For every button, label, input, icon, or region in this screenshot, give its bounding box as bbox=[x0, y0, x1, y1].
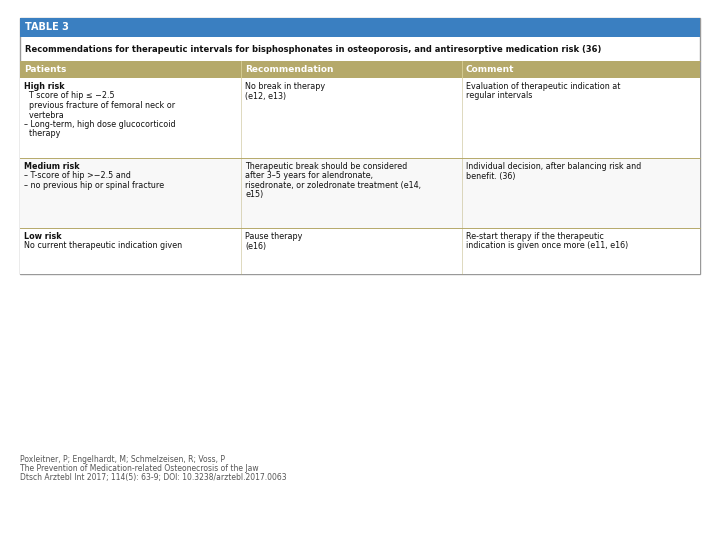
Text: vertebra: vertebra bbox=[24, 111, 64, 119]
Text: (e16): (e16) bbox=[245, 241, 266, 251]
Text: Recommendation: Recommendation bbox=[245, 65, 333, 74]
Bar bbox=[20, 18, 700, 274]
Text: (e12, e13): (e12, e13) bbox=[245, 91, 286, 100]
Text: Therapeutic break should be considered: Therapeutic break should be considered bbox=[245, 162, 408, 171]
Text: – Long-term, high dose glucocorticoid: – Long-term, high dose glucocorticoid bbox=[24, 120, 176, 129]
Text: Medium risk: Medium risk bbox=[24, 162, 80, 171]
Text: indication is given once more (e11, e16): indication is given once more (e11, e16) bbox=[466, 241, 629, 251]
Text: Re-start therapy if the therapeutic: Re-start therapy if the therapeutic bbox=[466, 232, 604, 241]
Text: Low risk: Low risk bbox=[24, 232, 62, 241]
Text: regular intervals: regular intervals bbox=[466, 91, 532, 100]
Text: – no previous hip or spinal fracture: – no previous hip or spinal fracture bbox=[24, 181, 164, 190]
Text: The Prevention of Medication-related Osteonecrosis of the Jaw: The Prevention of Medication-related Ost… bbox=[20, 464, 258, 473]
Bar bbox=[20, 78, 700, 158]
Text: T score of hip ≤ −2.5: T score of hip ≤ −2.5 bbox=[24, 91, 114, 100]
Text: after 3–5 years for alendronate,: after 3–5 years for alendronate, bbox=[245, 172, 373, 180]
Text: Pause therapy: Pause therapy bbox=[245, 232, 302, 241]
Text: Poxleitner, P; Engelhardt, M; Schmelzeisen, R; Voss, P: Poxleitner, P; Engelhardt, M; Schmelzeis… bbox=[20, 455, 225, 464]
Bar bbox=[20, 18, 700, 37]
Text: therapy: therapy bbox=[24, 130, 60, 138]
Text: High risk: High risk bbox=[24, 82, 65, 91]
Bar bbox=[20, 61, 700, 78]
Text: – T-score of hip >−2.5 and: – T-score of hip >−2.5 and bbox=[24, 172, 131, 180]
Text: Dtsch Arztebl Int 2017; 114(5): 63-9; DOI: 10.3238/arztebl.2017.0063: Dtsch Arztebl Int 2017; 114(5): 63-9; DO… bbox=[20, 473, 287, 482]
Text: Evaluation of therapeutic indication at: Evaluation of therapeutic indication at bbox=[466, 82, 621, 91]
Text: e15): e15) bbox=[245, 191, 264, 199]
Text: No break in therapy: No break in therapy bbox=[245, 82, 325, 91]
Text: previous fracture of femoral neck or: previous fracture of femoral neck or bbox=[24, 101, 175, 110]
Bar bbox=[20, 158, 700, 228]
Text: No current therapeutic indication given: No current therapeutic indication given bbox=[24, 241, 182, 251]
Text: risedronate, or zoledronate treatment (e14,: risedronate, or zoledronate treatment (e… bbox=[245, 181, 421, 190]
Text: Patients: Patients bbox=[24, 65, 66, 74]
Text: Comment: Comment bbox=[466, 65, 515, 74]
Text: TABLE 3: TABLE 3 bbox=[25, 23, 69, 32]
Text: Individual decision, after balancing risk and: Individual decision, after balancing ris… bbox=[466, 162, 642, 171]
Text: Recommendations for therapeutic intervals for bisphosphonates in osteoporosis, a: Recommendations for therapeutic interval… bbox=[25, 44, 601, 53]
Text: benefit. (36): benefit. (36) bbox=[466, 172, 516, 180]
Bar bbox=[20, 228, 700, 274]
